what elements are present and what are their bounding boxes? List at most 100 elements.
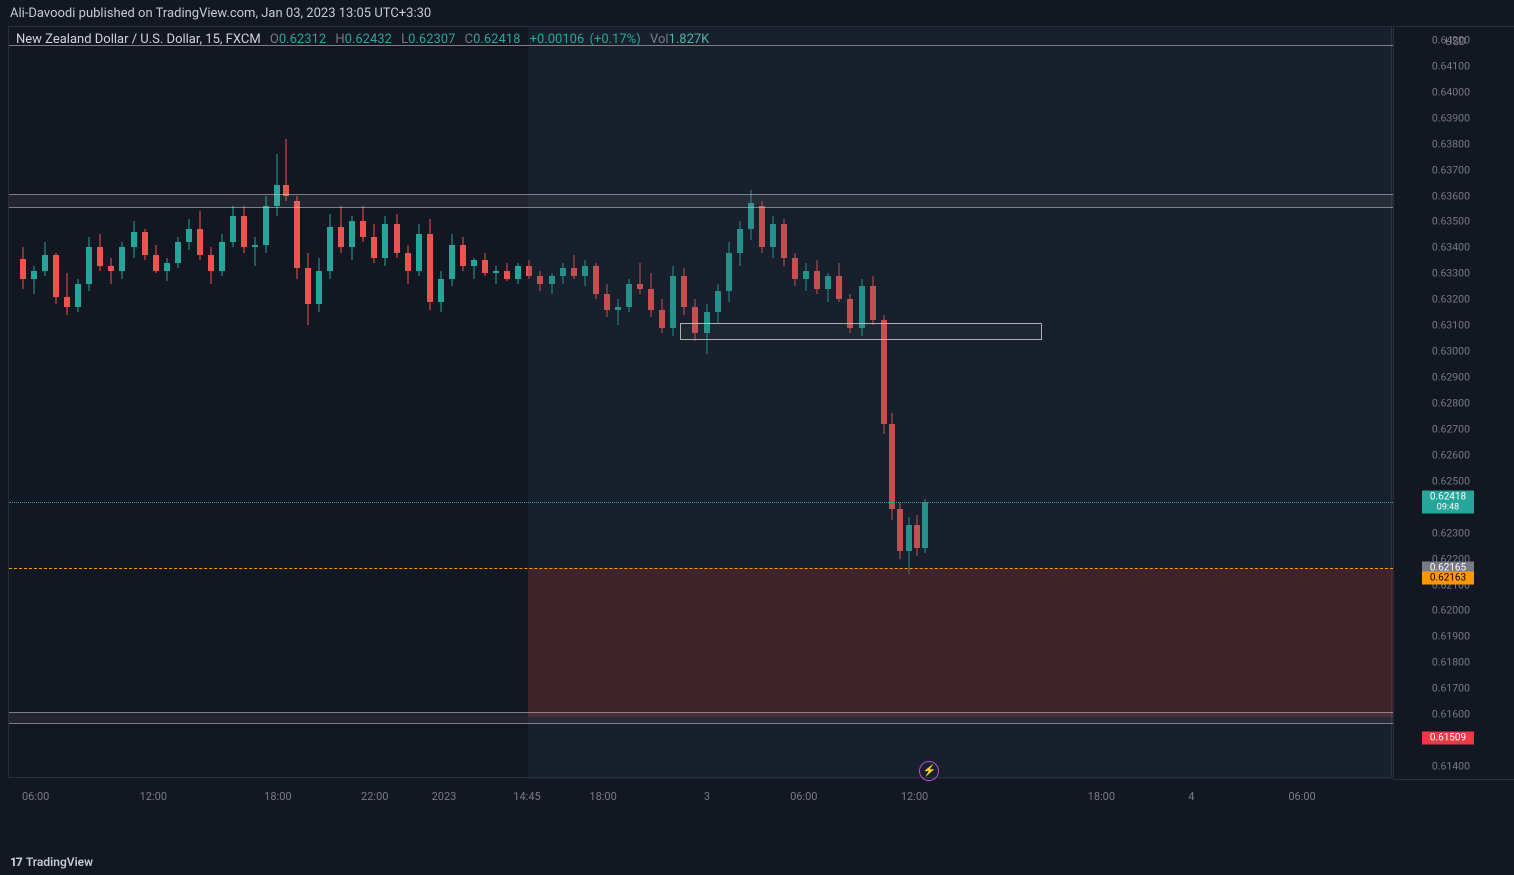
candle [241,27,247,779]
y-tick: 0.62700 [1432,422,1470,435]
candle [449,27,455,779]
ohlc-l-value: 0.62307 [408,32,455,47]
y-tick: 0.62600 [1432,448,1470,461]
y-tick: 0.64200 [1432,33,1470,46]
x-axis[interactable]: 06:00 12:00 18:00 22:00 2023 14:45 18:00 3 06:00… [8,778,1392,818]
bottom-band [9,712,1393,724]
x-tick: 18:00 [1088,790,1115,803]
y-tick: 0.63800 [1432,137,1470,150]
y-tick: 0.62900 [1432,371,1470,384]
x-tick: 06:00 [790,790,817,803]
x-tick: 14:45 [513,790,540,803]
price-tag: 0.61509 [1422,731,1474,744]
candle [427,27,433,779]
ohlc-o-value: 0.62312 [279,32,326,47]
brand-text: TradingView [26,855,93,869]
candle [504,27,510,779]
y-tick: 0.61600 [1432,708,1470,721]
y-tick: 0.62300 [1432,526,1470,539]
change-value: +0.00106 [530,32,585,47]
price-tag: 0.62163 [1422,572,1474,585]
y-tick: 0.62500 [1432,474,1470,487]
candle [108,27,114,779]
mid-rect [680,323,1042,341]
x-tick: 12:00 [901,790,928,803]
candle [274,27,280,779]
y-tick: 0.62000 [1432,604,1470,617]
candle [327,27,333,779]
x-tick: 18:00 [589,790,616,803]
candle [186,27,192,779]
price-tag: 0.6241809:48 [1422,491,1474,514]
candle [305,27,311,779]
x-tick: 4 [1188,790,1194,803]
candle [86,27,92,779]
y-tick: 0.63600 [1432,189,1470,202]
candle [119,27,125,779]
candle [197,27,203,779]
candle [175,27,181,779]
candle [371,27,377,779]
candle [164,27,170,779]
candle [153,27,159,779]
ohlc-h-value: 0.62432 [345,32,392,47]
y-tick: 0.63700 [1432,163,1470,176]
y-tick: 0.61400 [1432,760,1470,773]
candle [142,27,148,779]
candle [482,27,488,779]
orange-dashed-line [9,568,1393,569]
y-tick: 0.62800 [1432,397,1470,410]
vol-value: 1.827K [669,32,710,47]
candle [360,27,366,779]
tradingview-icon: 17 [10,855,22,869]
candle [405,27,411,779]
symbol-line: New Zealand Dollar / U.S. Dollar, 15, FX… [16,32,709,47]
candle [493,27,499,779]
footer-brand: 17 TradingView [10,855,93,869]
x-tick: 18:00 [264,790,291,803]
ohlc-o-label: O [270,32,279,47]
candle [64,27,70,779]
ohlc-h-label: H [335,32,344,47]
y-axis[interactable]: USD 0.642000.641000.640000.639000.638000… [1393,26,1514,780]
x-tick: 12:00 [140,790,167,803]
candle [252,27,258,779]
x-tick: 06:00 [1288,790,1315,803]
candle [471,27,477,779]
candle [42,27,48,779]
x-tick: 3 [704,790,710,803]
x-tick: 22:00 [361,790,388,803]
ohlc-c-value: 0.62418 [473,32,520,47]
candle [20,27,26,779]
y-tick: 0.61700 [1432,682,1470,695]
candle [283,27,289,779]
candle [230,27,236,779]
candle [263,27,269,779]
candle [338,27,344,779]
y-tick: 0.61900 [1432,630,1470,643]
candle [394,27,400,779]
candle [53,27,59,779]
top-band [9,194,1393,208]
y-tick: 0.63500 [1432,215,1470,228]
candle [208,27,214,779]
candle [75,27,81,779]
x-tick: 2023 [432,790,457,803]
publish-header: Ali-Davoodi published on TradingView.com… [10,6,431,21]
candle [460,27,466,779]
symbol-name: New Zealand Dollar / U.S. Dollar, 15, FX… [16,32,261,47]
candle [416,27,422,779]
candle [219,27,225,779]
candle [31,27,37,779]
current-price-line [9,502,1393,503]
y-tick: 0.61800 [1432,656,1470,669]
y-tick: 0.63900 [1432,111,1470,124]
candle [382,27,388,779]
ohlc-c-label: C [465,32,473,47]
y-tick: 0.63000 [1432,345,1470,358]
red-zone [528,568,1393,717]
chart-area[interactable]: ⚡ [8,26,1392,778]
change-pct: (+0.17%) [590,32,641,47]
candle [515,27,521,779]
y-tick: 0.63100 [1432,319,1470,332]
